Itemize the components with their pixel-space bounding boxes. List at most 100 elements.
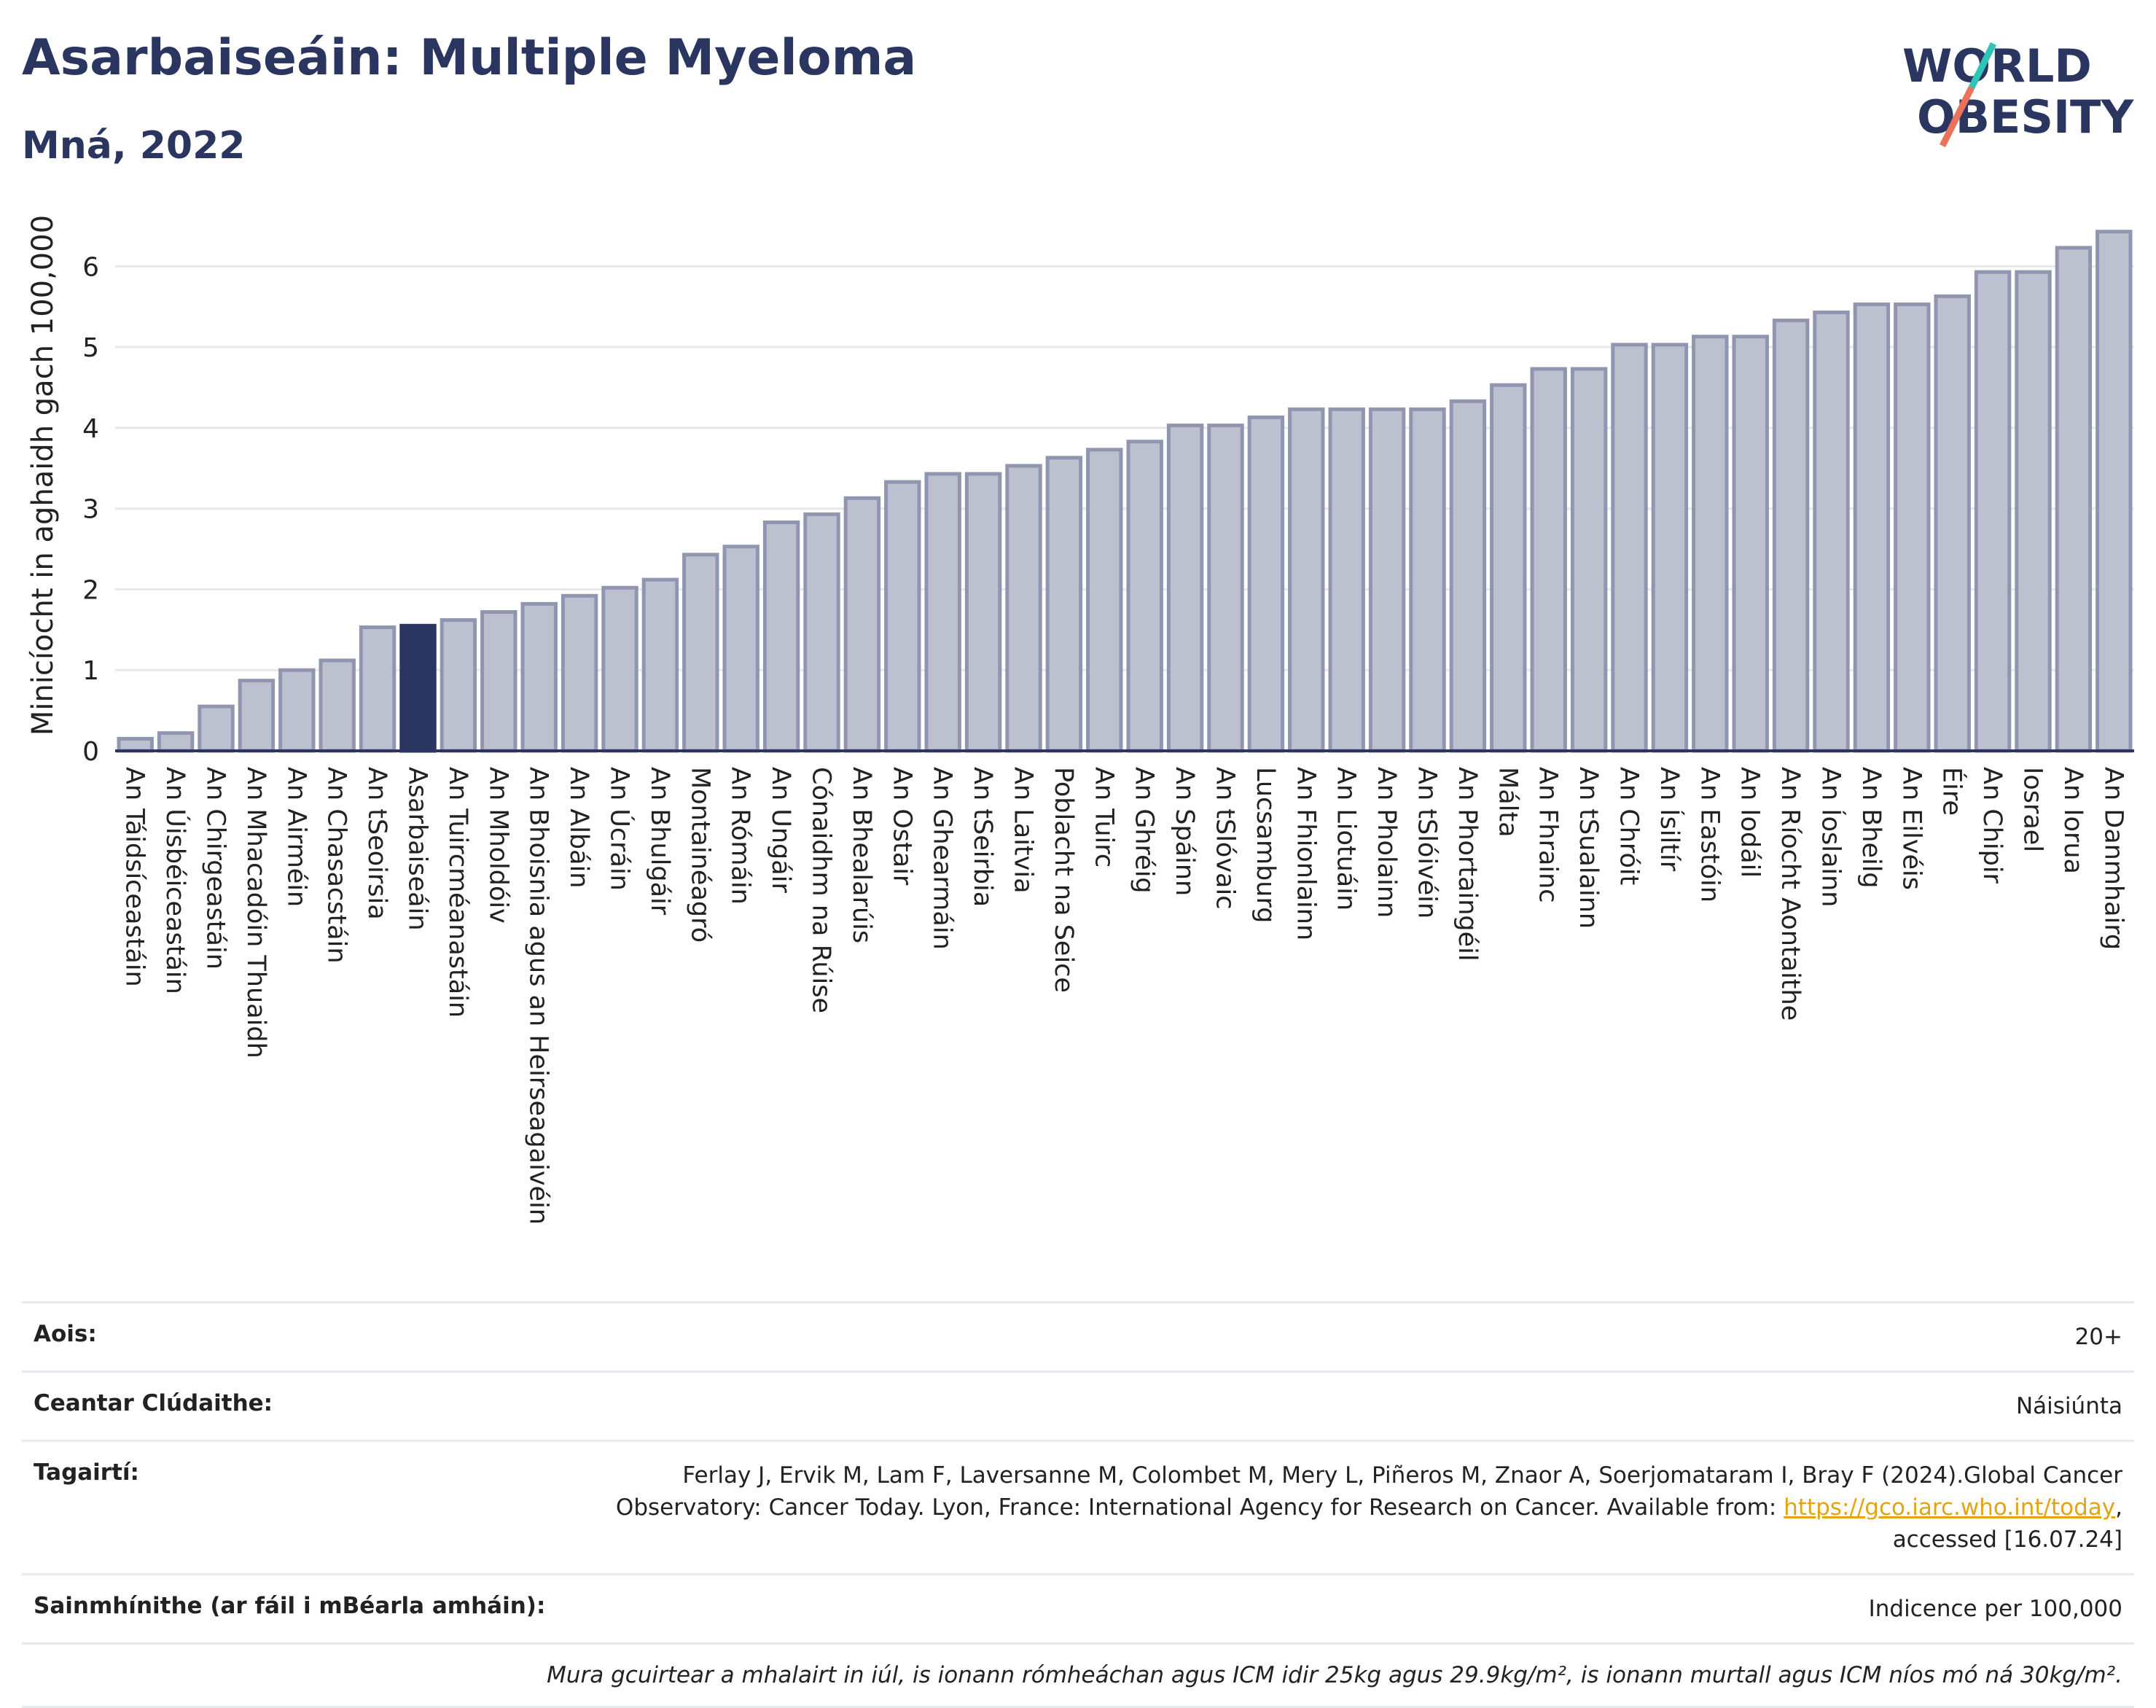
x-tick-label: An tSlóivéin xyxy=(1413,767,1442,919)
bar xyxy=(1772,319,1810,753)
age-value: 20+ xyxy=(2074,1324,2122,1350)
logo-text-world: WORLD xyxy=(1902,39,2092,93)
references-text-1: Ferlay J, Ervik M, Lam F, Laversanne M, … xyxy=(682,1462,2122,1489)
y-tick-label: 5 xyxy=(82,333,99,363)
bar xyxy=(1045,456,1083,753)
meta-row-coverage: Ceantar Clúdaithe: Náisiúnta xyxy=(22,1370,2134,1440)
bar xyxy=(359,625,397,753)
y-tick-label: 1 xyxy=(82,656,99,686)
bar xyxy=(1813,311,1850,753)
x-tick-label: An Tuirc xyxy=(1089,767,1118,867)
bar xyxy=(278,668,316,753)
x-tick-label: Lucsamburg xyxy=(1251,767,1280,923)
meta-row-note: Mura gcuirtear a mhalairt in iúl, is ion… xyxy=(22,1642,2134,1708)
bar xyxy=(2055,246,2093,753)
footnote: Mura gcuirtear a mhalairt in iúl, is ion… xyxy=(547,1662,2122,1688)
references-link[interactable]: https://gco.iarc.who.int/today xyxy=(1784,1494,2116,1521)
bar xyxy=(480,609,517,753)
x-tick-label: Málta xyxy=(1493,767,1522,838)
coverage-label: Ceantar Clúdaithe: xyxy=(34,1390,273,1416)
x-tick-label: An Eilvéis xyxy=(1897,767,1926,890)
page-title: Asarbaiseáin: Multiple Myeloma xyxy=(22,29,917,87)
x-tick-label: An tSeirbia xyxy=(968,767,997,907)
bar xyxy=(601,585,638,753)
bars xyxy=(117,230,2133,753)
x-tick-label: An Tuircméanastáin xyxy=(443,767,472,1018)
definitions-value: Indicence per 100,000 xyxy=(1868,1596,2122,1622)
metadata-table: Aois: 20+ Ceantar Clúdaithe: Náisiúnta T… xyxy=(22,1301,2134,1708)
age-label: Aois: xyxy=(34,1321,97,1347)
x-tick-label: An Íoslainn xyxy=(1816,767,1847,907)
bar xyxy=(1611,343,1648,753)
bar xyxy=(843,496,881,753)
x-tick-label: An Danmhairg xyxy=(2098,767,2128,950)
x-tick-label: An Táidsíceastáin xyxy=(120,767,149,987)
x-tick-label: Éire xyxy=(1937,767,1968,816)
bar xyxy=(1247,416,1285,753)
x-tick-label: An Chipir xyxy=(1977,767,2007,884)
meta-row-definitions: Sainmhínithe (ar fáil i mBéarla amháin):… xyxy=(22,1573,2134,1642)
references-text-3: , xyxy=(2115,1494,2122,1521)
x-tick-label: An Ísiltír xyxy=(1655,767,1685,872)
bar xyxy=(1086,448,1123,753)
bar xyxy=(1449,399,1487,753)
x-tick-label: An Iorua xyxy=(2058,767,2087,874)
bar xyxy=(641,577,679,753)
y-tick-label: 4 xyxy=(82,414,99,444)
y-tick-label: 0 xyxy=(82,737,99,767)
axes: 0 1 2 3 4 5 6 An Táidsíceastáin An Úisbéiceastái… xyxy=(82,252,2134,1225)
meta-row-references: Tagairtí: Ferlay J, Ervik M, Lam F, Lave… xyxy=(22,1440,2134,1573)
bar xyxy=(117,736,154,753)
references-text-4: accessed [16.07.24] xyxy=(1892,1526,2122,1553)
x-tick-label: An Fhionlainn xyxy=(1291,767,1320,940)
x-tick-label: An Ghréig xyxy=(1130,767,1159,894)
x-tick-label: An Airméin xyxy=(281,767,310,907)
logo-slash-coral xyxy=(1939,85,1975,148)
bar xyxy=(964,472,1002,753)
x-tick-label: An Chirgeastáin xyxy=(201,767,230,970)
x-tick-label: An Mhacadóin Thuaidh xyxy=(241,767,270,1058)
bar xyxy=(803,512,840,753)
x-tick-label: An Phortaingéil xyxy=(1453,767,1482,962)
bar xyxy=(157,731,195,753)
bar xyxy=(884,480,921,753)
bar xyxy=(520,601,558,753)
x-tick-label: An Bheilg xyxy=(1856,767,1886,889)
x-tick-label: An Fhrainc xyxy=(1534,767,1563,903)
meta-row-age: Aois: 20+ xyxy=(22,1301,2134,1370)
x-tick-label: An Ghearmáin xyxy=(928,767,957,950)
y-tick-label: 2 xyxy=(82,575,99,605)
bar xyxy=(924,472,961,753)
bar xyxy=(1126,440,1163,753)
bar xyxy=(198,704,235,753)
x-tick-label: Poblacht na Seice xyxy=(1049,767,1078,993)
coverage-value: Náisiúnta xyxy=(2015,1393,2122,1419)
x-tick-label: An Ostair xyxy=(887,767,916,886)
bar xyxy=(561,593,598,753)
x-tick-label: An Spáinn xyxy=(1170,767,1199,896)
bar-chart: 0 1 2 3 4 5 6 An Táidsíceastáin An Úisbéiceastái… xyxy=(26,215,2134,1225)
bar xyxy=(1328,407,1365,753)
y-tick-label: 3 xyxy=(82,495,99,525)
x-tick-label: An Úisbéiceastáin xyxy=(160,767,191,994)
bar xyxy=(722,545,759,753)
bar-highlight xyxy=(399,623,437,753)
bar xyxy=(1570,367,1608,753)
bar xyxy=(2096,230,2133,753)
x-tick-label: An Mholdóiv xyxy=(483,767,512,924)
bar xyxy=(1853,302,1891,753)
definitions-label: Sainmhínithe (ar fáil i mBéarla amháin): xyxy=(34,1593,546,1619)
x-tick-label: An Chasacstáin xyxy=(322,767,351,964)
world-obesity-logo: WORLD OBESITY xyxy=(1902,39,2134,148)
x-tick-label: Asarbaiseáin xyxy=(403,767,432,931)
bar xyxy=(1894,302,1931,753)
x-tick-label: An tSeoirsia xyxy=(362,767,391,920)
bar xyxy=(1692,335,1729,753)
bar xyxy=(682,553,719,753)
bar xyxy=(1207,424,1244,753)
x-tick-label: An Laitvia xyxy=(1009,767,1038,894)
bar xyxy=(2015,270,2052,753)
bar xyxy=(762,520,800,753)
bar xyxy=(1166,424,1204,753)
bar xyxy=(1490,383,1527,753)
